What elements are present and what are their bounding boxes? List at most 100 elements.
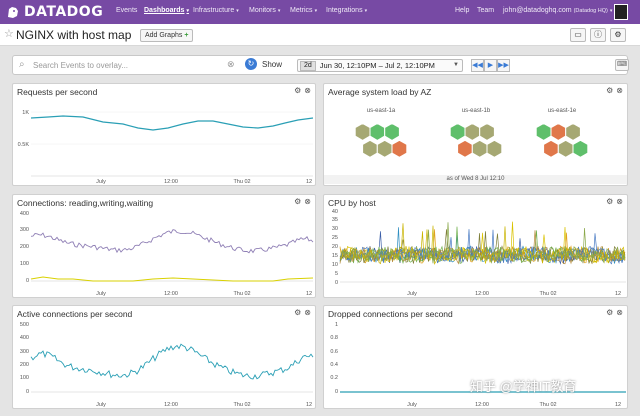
forward-button[interactable]: ▶▶ <box>497 59 510 72</box>
host-hexagon[interactable] <box>543 139 559 158</box>
nav-infrastructure[interactable]: Infrastructure ▾ <box>193 7 239 14</box>
close-icon[interactable]: ⊗ <box>616 308 623 317</box>
page-title: NGINX with host map <box>16 28 132 42</box>
panel-title: Active connections per second <box>17 309 133 319</box>
nav-team[interactable]: Team <box>477 7 495 14</box>
x-tick: July <box>407 402 417 408</box>
refresh-icon[interactable]: ↻ <box>245 58 257 70</box>
monitor-icon: ▭ <box>574 30 582 39</box>
host-hexagon[interactable] <box>535 122 552 141</box>
zone-label: us-east-1a <box>367 108 396 114</box>
host-hexagon[interactable] <box>354 122 371 141</box>
fast-forward-icon: ▶▶ <box>498 62 509 69</box>
host-hexagon[interactable] <box>369 122 386 141</box>
x-tick: 12:00 <box>475 291 489 297</box>
nav-events[interactable]: Events <box>116 7 138 14</box>
time-range-select[interactable]: 2d Jun 30, 12:10PM – Jul 2, 12:10PM ▼ <box>297 59 463 72</box>
y-tick: 25 <box>332 235 338 241</box>
panel-controls: ⚙ ⊗ <box>294 308 311 317</box>
close-icon[interactable]: ⊗ <box>616 86 623 95</box>
x-tick: Thu 02 <box>539 291 556 297</box>
chevron-down-icon: ▾ <box>186 8 189 14</box>
cpu-series-group <box>339 221 626 265</box>
panel-controls: ⚙ ⊗ <box>606 308 623 317</box>
close-icon[interactable]: ⊗ <box>304 86 311 95</box>
nav-integrations[interactable]: Integrations ▾ <box>326 7 367 14</box>
host-hexagon[interactable] <box>362 139 378 158</box>
close-icon[interactable]: ⊗ <box>616 197 623 206</box>
nav-metrics[interactable]: Metrics ▾ <box>290 7 317 14</box>
rewind-button[interactable]: ◀◀ <box>471 59 484 72</box>
x-tick: Thu 02 <box>233 402 250 408</box>
connections-chart: 400 300 200 100 0 July 12:00 Thu 02 12 <box>20 211 314 297</box>
nav-dashboards[interactable]: Dashboards ▾ <box>144 7 189 14</box>
play-button[interactable]: ▶ <box>484 59 497 72</box>
x-tick: Thu 02 <box>233 291 250 297</box>
gear-icon[interactable]: ⚙ <box>606 308 614 317</box>
chevron-down-icon: ▾ <box>609 8 613 14</box>
nav-user-menu[interactable]: john@datadoghq.com (Datadog HQ) ▾ <box>503 7 612 14</box>
gear-icon[interactable]: ⚙ <box>294 86 302 95</box>
x-tick: 12 <box>306 402 312 408</box>
host-hexagon[interactable] <box>550 122 567 141</box>
y-tick: 0.5K <box>18 142 30 148</box>
y-tick: 10 <box>332 262 338 268</box>
star-icon[interactable]: ☆ <box>4 28 14 40</box>
cpu-series-line <box>339 222 626 264</box>
host-hexagon[interactable] <box>471 139 488 158</box>
chevron-down-icon: ▾ <box>236 8 239 14</box>
y-tick: 20 <box>332 244 338 250</box>
nav-monitors[interactable]: Monitors ▾ <box>249 7 280 14</box>
requests-series-line <box>30 115 314 131</box>
active-chart: 500 400 300 200 100 0 July 12:00 Thu 02 … <box>20 322 314 408</box>
gear-icon[interactable]: ⚙ <box>294 308 302 317</box>
host-hexagon[interactable] <box>391 139 408 158</box>
close-icon[interactable]: ⊗ <box>304 197 311 206</box>
search-icon: ⌕ <box>19 59 25 70</box>
host-hexagon[interactable] <box>376 139 393 158</box>
close-icon[interactable]: ⊗ <box>227 59 235 69</box>
y-tick: 200 <box>20 362 29 368</box>
gear-icon: ⚙ <box>614 30 622 39</box>
nav-metrics-label: Metrics <box>290 7 313 14</box>
panel-title: Average system load by AZ <box>328 87 432 97</box>
time-nav-buttons: ◀◀ ▶ ▶▶ <box>471 59 510 72</box>
panel-controls: ⚙ ⊗ <box>294 197 311 206</box>
gear-icon[interactable]: ⚙ <box>294 197 302 206</box>
nav-help[interactable]: Help <box>455 7 470 14</box>
panel-controls: ⚙ ⊗ <box>294 86 311 95</box>
y-tick: 200 <box>20 244 29 250</box>
avatar[interactable] <box>614 4 628 20</box>
dashboard-header: ☆ NGINX with host map Add Graphs + ▭ ⓘ ⚙ <box>0 24 640 46</box>
info-icon: ⓘ <box>594 30 602 39</box>
host-hexagon[interactable] <box>486 139 503 158</box>
panel-hostmap: Average system load by AZ ⚙ ⊗ us-east-1a … <box>323 83 628 186</box>
keyboard-button[interactable]: ⌨ <box>615 59 629 71</box>
host-hexagon[interactable] <box>384 122 400 141</box>
y-tick: 0.4 <box>330 362 338 368</box>
host-hexagon[interactable] <box>457 139 473 158</box>
panel-dropped: Dropped connections per second ⚙ ⊗ 1 0.8 … <box>323 305 628 409</box>
host-hexagon[interactable] <box>572 139 589 158</box>
host-hexagon[interactable] <box>464 122 481 141</box>
gear-icon[interactable]: ⚙ <box>606 86 614 95</box>
logo[interactable]: DATADOG <box>6 3 103 21</box>
close-icon[interactable]: ⊗ <box>304 308 311 317</box>
host-hexagon[interactable] <box>479 122 495 141</box>
y-tick: 500 <box>20 322 29 328</box>
y-tick: 0 <box>26 389 29 395</box>
dog-logo-icon <box>8 7 18 18</box>
tv-mode-button[interactable]: ▭ <box>570 28 586 42</box>
info-button[interactable]: ⓘ <box>590 28 606 42</box>
x-tick: Thu 02 <box>539 402 556 408</box>
host-hexagon[interactable] <box>449 122 466 141</box>
hostmap-timestamp: as of Wed 8 Jul 12:10 <box>324 175 627 184</box>
host-hexagon[interactable] <box>565 122 581 141</box>
host-hexagon[interactable] <box>557 139 574 158</box>
settings-button[interactable]: ⚙ <box>610 28 626 42</box>
gear-icon[interactable]: ⚙ <box>606 197 614 206</box>
panel-title: CPU by host <box>328 198 376 208</box>
add-graphs-button[interactable]: Add Graphs + <box>140 29 194 42</box>
search-input[interactable] <box>33 59 233 72</box>
hex-groups <box>354 122 589 158</box>
